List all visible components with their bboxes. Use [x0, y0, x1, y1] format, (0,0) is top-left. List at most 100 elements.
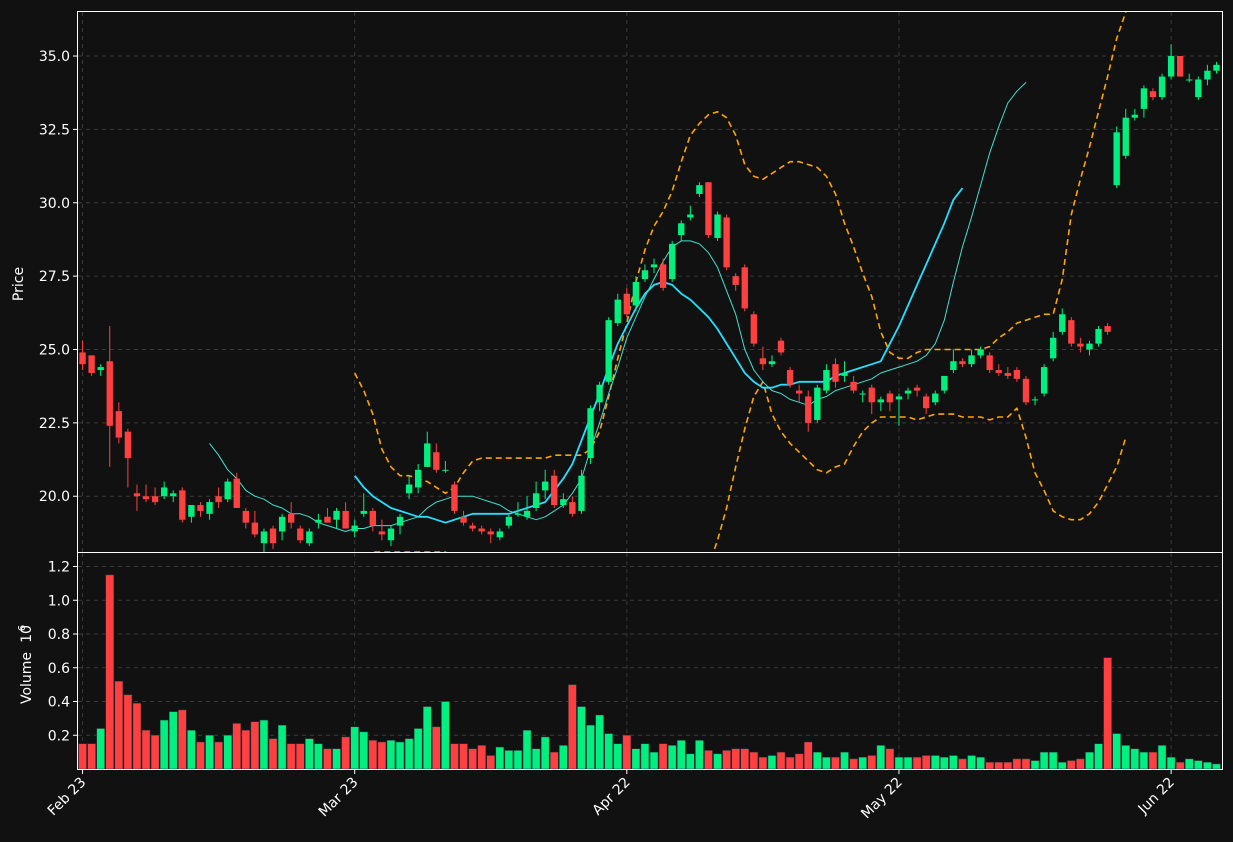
candle-body: [1131, 114, 1138, 118]
volume-bar: [967, 755, 976, 769]
candle-body: [1204, 70, 1211, 80]
candle-body: [941, 375, 948, 391]
candle-body: [269, 528, 277, 544]
volume-bar: [513, 750, 523, 769]
volume-y-axis: 0.2 0.4 0.6 0.8 1.0 1.2: [48, 560, 78, 744]
candle-body: [297, 528, 304, 541]
price-y-axis: 20.0 22.5 25.0 27.5 30.0 32.5 35.0: [39, 49, 78, 505]
volume-bar: [477, 745, 486, 769]
volume-bar: [1175, 762, 1185, 769]
volume-bar: [858, 756, 867, 769]
candle-body: [768, 361, 776, 365]
volume-bar: [259, 719, 269, 769]
volume-bar: [1067, 760, 1076, 769]
candle-body: [560, 499, 567, 506]
candle-body: [950, 361, 957, 371]
volume-bar: [87, 743, 96, 769]
candle-body: [424, 443, 431, 467]
candle-body: [415, 469, 422, 488]
candle-body: [1086, 343, 1093, 350]
volume-tick-label: 0.6: [48, 661, 70, 677]
candle-body: [687, 214, 694, 218]
price-tick-label: 30.0: [39, 196, 70, 212]
candle-body: [1031, 399, 1039, 401]
volume-bar: [695, 740, 704, 769]
candle-body: [514, 513, 522, 515]
bollinger-upper-line: [353, 12, 1127, 495]
volume-bar: [1021, 758, 1031, 769]
volume-bar: [776, 751, 786, 769]
candle-body: [1059, 314, 1066, 332]
volume-bar: [1148, 751, 1158, 769]
candle-body: [106, 361, 113, 426]
candle-body: [805, 396, 812, 423]
candle-body: [342, 510, 349, 529]
price-tick-label: 27.5: [39, 269, 70, 285]
candle-body: [324, 516, 331, 523]
volume-bar: [722, 750, 731, 769]
candle-body: [233, 478, 240, 508]
volume-bar: [1012, 758, 1022, 769]
volume-bar: [749, 751, 759, 769]
candle-body: [478, 528, 485, 532]
candle-body: [587, 408, 594, 459]
volume-bar: [804, 741, 813, 769]
volume-bar: [540, 736, 550, 769]
candle-body: [1177, 56, 1184, 77]
candle-body: [923, 396, 930, 409]
price-tick-label: 20.0: [39, 489, 70, 505]
volume-tick-label: 1.2: [48, 560, 70, 576]
candle-body: [1077, 343, 1084, 347]
candle-body: [179, 490, 186, 520]
candle-body: [170, 493, 177, 497]
candle-body: [632, 282, 640, 306]
volume-bar: [1185, 758, 1194, 769]
volume-bar: [595, 714, 604, 769]
volume-bar: [704, 750, 713, 769]
candle-body: [1167, 56, 1175, 77]
volume-bar: [985, 762, 994, 769]
candle-body: [333, 510, 340, 520]
volume-bar: [332, 748, 341, 769]
volume-bar: [223, 735, 232, 769]
volume-bar: [604, 733, 613, 769]
candle-body: [315, 519, 322, 523]
candle-body: [578, 475, 585, 511]
candle-body: [469, 525, 476, 529]
candle-body: [786, 370, 794, 385]
volume-bar: [785, 756, 795, 769]
volume-bar: [368, 740, 378, 769]
volume-bar: [132, 702, 142, 769]
candle-body: [1013, 370, 1021, 379]
candle-body: [723, 217, 730, 268]
volume-bar: [958, 758, 967, 769]
candle-body: [777, 340, 785, 353]
candle-body: [886, 393, 894, 403]
candle-body: [659, 264, 667, 288]
volume-bar: [849, 758, 858, 769]
candle-body: [868, 387, 875, 403]
volume-bar: [794, 753, 804, 769]
volume-bar: [1166, 756, 1176, 769]
price-tick-label: 32.5: [39, 122, 70, 138]
volume-bar: [1030, 760, 1040, 769]
candle-body: [523, 510, 531, 517]
candle-body: [142, 496, 150, 500]
candle-body: [1186, 79, 1193, 81]
volume-bar: [1121, 745, 1130, 769]
candle-body: [605, 320, 612, 382]
candle-body: [641, 270, 649, 280]
price-tick-label: 25.0: [39, 343, 70, 359]
volume-bar: [187, 729, 196, 769]
candle-body: [832, 364, 839, 382]
candle-body: [369, 510, 376, 526]
candle-body: [968, 355, 975, 365]
volume-bar: [867, 755, 876, 769]
candle-body: [596, 384, 603, 403]
candle-body: [306, 531, 313, 544]
candle-body: [188, 505, 195, 517]
volume-bar: [468, 748, 477, 769]
volume-bar: [232, 723, 241, 769]
volume-bar: [840, 751, 849, 769]
